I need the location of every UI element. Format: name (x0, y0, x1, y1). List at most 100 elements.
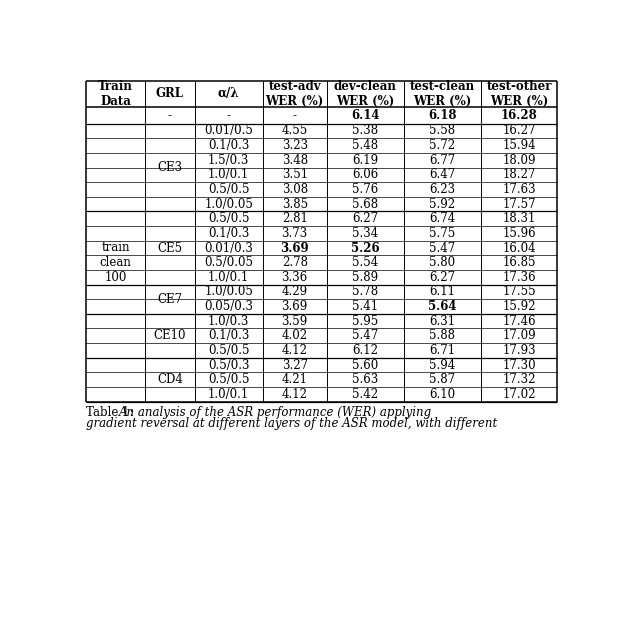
Text: 17.63: 17.63 (502, 183, 536, 196)
Text: 4.12: 4.12 (282, 388, 308, 401)
Text: CE7: CE7 (157, 293, 182, 306)
Text: 17.57: 17.57 (502, 198, 536, 211)
Text: 6.71: 6.71 (429, 344, 455, 357)
Text: 6.27: 6.27 (352, 212, 379, 225)
Text: CD4: CD4 (157, 373, 183, 386)
Text: CE3: CE3 (157, 161, 182, 174)
Text: 0.5/0.5: 0.5/0.5 (208, 344, 249, 357)
Text: 5.80: 5.80 (429, 256, 455, 269)
Text: 1.5/0.3: 1.5/0.3 (208, 154, 249, 167)
Text: 1.0/0.1: 1.0/0.1 (208, 271, 249, 284)
Text: dev-clean
WER (%): dev-clean WER (%) (334, 79, 397, 108)
Text: 6.27: 6.27 (429, 271, 455, 284)
Text: 17.55: 17.55 (502, 285, 536, 298)
Text: 4.21: 4.21 (282, 373, 308, 386)
Text: 1.0/0.05: 1.0/0.05 (204, 285, 253, 298)
Text: 5.34: 5.34 (352, 227, 379, 240)
Text: 1.0/0.1: 1.0/0.1 (208, 169, 249, 182)
Text: -: - (168, 108, 172, 122)
Text: An analysis of the ASR performance (WER) applying: An analysis of the ASR performance (WER)… (119, 406, 432, 419)
Text: 0.1/0.3: 0.1/0.3 (208, 139, 249, 152)
Text: 6.19: 6.19 (352, 154, 379, 167)
Text: 17.36: 17.36 (502, 271, 536, 284)
Text: 3.69: 3.69 (281, 242, 309, 255)
Text: 3.48: 3.48 (282, 154, 308, 167)
Text: gradient reversal at different layers of the ASR model, with different: gradient reversal at different layers of… (86, 417, 497, 430)
Text: 0.5/0.5: 0.5/0.5 (208, 212, 249, 225)
Text: 18.31: 18.31 (502, 212, 536, 225)
Text: 6.74: 6.74 (429, 212, 455, 225)
Text: 4.55: 4.55 (281, 125, 308, 138)
Text: 3.08: 3.08 (282, 183, 308, 196)
Text: 5.95: 5.95 (352, 315, 379, 328)
Text: 4.02: 4.02 (282, 329, 308, 342)
Text: 17.30: 17.30 (502, 358, 536, 371)
Text: 5.72: 5.72 (429, 139, 455, 152)
Text: test-clean
WER (%): test-clean WER (%) (409, 79, 475, 108)
Text: 6.10: 6.10 (429, 388, 455, 401)
Text: 5.48: 5.48 (352, 139, 379, 152)
Text: 0.1/0.3: 0.1/0.3 (208, 227, 249, 240)
Text: 5.58: 5.58 (429, 125, 455, 138)
Text: CE5: CE5 (157, 242, 182, 255)
Text: 0.5/0.5: 0.5/0.5 (208, 373, 249, 386)
Text: 5.64: 5.64 (428, 300, 457, 313)
Text: 5.76: 5.76 (352, 183, 379, 196)
Text: 6.06: 6.06 (352, 169, 379, 182)
Text: 3.85: 3.85 (282, 198, 308, 211)
Text: 16.27: 16.27 (502, 125, 536, 138)
Text: 18.27: 18.27 (502, 169, 536, 182)
Text: Table 1:: Table 1: (86, 406, 138, 419)
Text: test-adv
WER (%): test-adv WER (%) (266, 79, 324, 108)
Text: 17.32: 17.32 (502, 373, 536, 386)
Text: 5.68: 5.68 (352, 198, 379, 211)
Text: 5.47: 5.47 (429, 242, 455, 255)
Text: 5.60: 5.60 (352, 358, 379, 371)
Text: 5.42: 5.42 (352, 388, 379, 401)
Text: 17.46: 17.46 (502, 315, 536, 328)
Text: 0.5/0.3: 0.5/0.3 (208, 358, 249, 371)
Text: train
clean
100: train clean 100 (100, 241, 132, 284)
Text: 0.01/0.3: 0.01/0.3 (204, 242, 253, 255)
Text: 5.38: 5.38 (352, 125, 379, 138)
Text: 5.87: 5.87 (429, 373, 455, 386)
Text: 16.04: 16.04 (502, 242, 536, 255)
Text: 5.89: 5.89 (352, 271, 379, 284)
Text: GRL: GRL (156, 87, 184, 100)
Text: 6.11: 6.11 (429, 285, 455, 298)
Text: 6.18: 6.18 (428, 108, 457, 122)
Text: 3.27: 3.27 (282, 358, 308, 371)
Text: α/λ: α/λ (218, 87, 239, 100)
Text: 6.14: 6.14 (351, 108, 379, 122)
Text: 4.29: 4.29 (282, 285, 308, 298)
Text: 0.5/0.05: 0.5/0.05 (204, 256, 253, 269)
Text: 5.54: 5.54 (352, 256, 379, 269)
Text: 3.59: 3.59 (281, 315, 308, 328)
Text: 1.0/0.1: 1.0/0.1 (208, 388, 249, 401)
Text: 16.85: 16.85 (502, 256, 536, 269)
Text: 5.88: 5.88 (429, 329, 455, 342)
Text: -: - (293, 108, 297, 122)
Text: 3.36: 3.36 (281, 271, 308, 284)
Text: 15.96: 15.96 (502, 227, 536, 240)
Text: 6.12: 6.12 (352, 344, 378, 357)
Text: 4.12: 4.12 (282, 344, 308, 357)
Text: 15.94: 15.94 (502, 139, 536, 152)
Text: 18.09: 18.09 (502, 154, 536, 167)
Text: Train
Data: Train Data (98, 79, 133, 108)
Text: -: - (227, 108, 230, 122)
Text: 17.09: 17.09 (502, 329, 536, 342)
Text: 5.94: 5.94 (429, 358, 455, 371)
Text: 6.77: 6.77 (429, 154, 455, 167)
Text: 3.73: 3.73 (281, 227, 308, 240)
Text: 6.23: 6.23 (429, 183, 455, 196)
Text: 5.75: 5.75 (429, 227, 455, 240)
Text: 5.78: 5.78 (352, 285, 379, 298)
Text: 5.47: 5.47 (352, 329, 379, 342)
Text: 5.92: 5.92 (429, 198, 455, 211)
Text: 0.5/0.5: 0.5/0.5 (208, 183, 249, 196)
Text: 15.92: 15.92 (502, 300, 536, 313)
Text: 0.05/0.3: 0.05/0.3 (204, 300, 253, 313)
Text: 5.41: 5.41 (352, 300, 379, 313)
Text: 2.81: 2.81 (282, 212, 308, 225)
